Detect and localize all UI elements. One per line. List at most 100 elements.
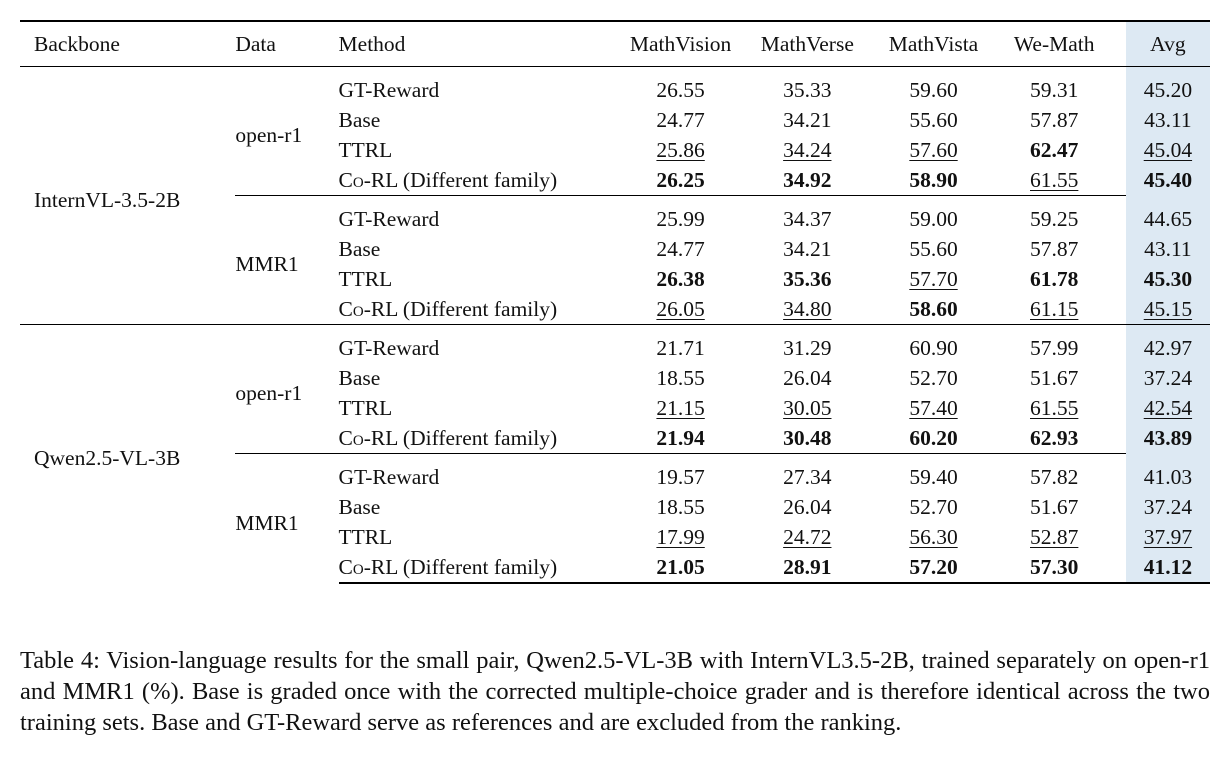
table-row: Base 18.55 26.04 52.70 51.67 37.24: [20, 492, 1210, 522]
mathvision-value: 18.55: [656, 366, 705, 390]
avg-value: 37.24: [1143, 366, 1193, 390]
gap-cell: [1118, 135, 1126, 165]
mathvision-cell: 25.86: [623, 135, 738, 165]
wemath-value: 61.15: [1030, 297, 1079, 321]
gap-cell: [1117, 552, 1126, 584]
mathvision-value: 24.77: [656, 237, 705, 261]
avg-cell: 37.97: [1125, 522, 1210, 552]
mathverse-value: 34.92: [783, 168, 832, 192]
wemath-cell: 57.99: [990, 324, 1118, 363]
table-row: Co-RL (Different family) 26.25 34.92 58.90 6…: [20, 165, 1210, 196]
avg-value: 43.11: [1144, 108, 1192, 132]
wemath-value: 61.55: [1030, 168, 1079, 192]
mathvision-cell: 21.05: [623, 552, 739, 584]
mathvista-value: 52.70: [909, 366, 958, 390]
method-cell: Base: [338, 108, 381, 132]
mathvista-cell: 58.90: [876, 165, 990, 196]
mathverse-cell: 24.72: [738, 522, 876, 552]
avg-cell: 45.20: [1125, 66, 1210, 105]
avg-value: 42.54: [1143, 396, 1193, 420]
mathvision-cell: 26.38: [623, 264, 738, 294]
wemath-cell: 61.55: [991, 165, 1118, 196]
avg-value: 41.03: [1143, 464, 1193, 489]
mathvision-cell: 18.55: [623, 363, 738, 393]
wemath-cell: 52.87: [991, 522, 1118, 552]
backbone-label: Qwen2.5-VL-3B: [20, 324, 236, 583]
gap-cell: [1118, 492, 1126, 522]
mathvision-value: 21.94: [656, 426, 705, 450]
gap-cell: [1118, 363, 1126, 393]
wemath-value: 61.78: [1030, 267, 1079, 291]
method-cell: GT-Reward: [338, 453, 623, 492]
method-cell: GT-Reward: [338, 78, 440, 102]
header-mathvision: MathVision: [623, 20, 739, 67]
wemath-cell: 61.78: [991, 264, 1118, 294]
mathvision-value: 26.05: [656, 297, 705, 321]
avg-cell: 43.11: [1125, 234, 1210, 264]
mathvista-cell: 57.60: [876, 135, 990, 165]
table-body: InternVL-3.5-2B open-r1 GT-Reward 26.55 35.3…: [20, 66, 1210, 584]
mathvision-cell: 24.77: [623, 234, 738, 264]
mathvision-cell: 24.77: [623, 105, 738, 135]
avg-value: 37.97: [1143, 525, 1193, 549]
method-cell: Base: [338, 495, 381, 519]
mathvista-value: 59.60: [909, 78, 958, 102]
mathverse-cell: 31.29: [738, 324, 877, 363]
mathvision-cell: 26.05: [623, 294, 738, 325]
avg-cell: 43.11: [1125, 105, 1210, 135]
mathvista-value: 55.60: [909, 108, 958, 132]
wemath-cell: 51.67: [991, 492, 1118, 522]
mathvision-cell: 21.94: [623, 423, 738, 454]
wemath-value: 61.55: [1030, 396, 1079, 420]
mathvision-value: 21.05: [656, 555, 705, 579]
mathverse-value: 35.36: [783, 267, 832, 291]
avg-value: 41.12: [1143, 555, 1193, 579]
avg-value: 45.40: [1143, 168, 1193, 193]
avg-value: 37.24: [1143, 495, 1193, 519]
mathvista-cell: 55.60: [876, 105, 990, 135]
wemath-value: 57.87: [1030, 108, 1079, 132]
mathvision-cell: 19.57: [623, 453, 739, 492]
mathverse-cell: 26.04: [738, 363, 876, 393]
mathvista-value: 60.20: [909, 426, 958, 450]
backbone-label: InternVL-3.5-2B: [34, 187, 181, 212]
wemath-value: 57.30: [1030, 555, 1079, 579]
mathvista-value: 52.70: [909, 495, 958, 519]
mathverse-value: 30.05: [783, 396, 832, 420]
mathvista-value: 57.40: [909, 396, 958, 420]
mathverse-cell: 30.05: [738, 393, 876, 423]
wemath-cell: 59.25: [990, 195, 1118, 234]
wemath-value: 59.31: [1030, 78, 1079, 102]
mathverse-value: 34.24: [783, 138, 832, 162]
wemath-cell: 51.67: [991, 363, 1118, 393]
table-row: Co-RL (Different family) 21.94 30.48 60.20 6…: [20, 423, 1210, 454]
avg-value: 43.11: [1144, 237, 1192, 261]
avg-cell: 45.04: [1125, 135, 1210, 165]
wemath-value: 51.67: [1030, 366, 1079, 390]
avg-cell: 43.89: [1125, 423, 1210, 454]
avg-cell: 42.54: [1125, 393, 1210, 423]
mathvista-cell: 52.70: [876, 363, 990, 393]
mathvista-value: 57.20: [909, 555, 958, 579]
method-cell: Co-RL (Different family): [338, 552, 623, 584]
mathvista-cell: 57.40: [876, 393, 990, 423]
mathvista-cell: 57.20: [876, 552, 991, 584]
header-mathvista: MathVista: [876, 20, 991, 67]
mathvision-cell: 21.71: [623, 324, 739, 363]
results-table: Backbone Data Method MathVision MathVers…: [20, 20, 1210, 584]
wemath-cell: 57.87: [991, 234, 1118, 264]
avg-cell: 41.03: [1125, 453, 1210, 492]
mathvista-cell: 60.90: [876, 324, 991, 363]
wemath-value: 57.99: [1030, 336, 1079, 360]
table-row: Base 24.77 34.21 55.60 57.87 43.11: [20, 105, 1210, 135]
gap-cell: [1118, 67, 1126, 106]
mathvision-value: 26.38: [656, 267, 705, 291]
avg-value: 42.97: [1143, 336, 1193, 360]
mathvista-cell: 59.40: [876, 453, 991, 492]
data-label: open-r1: [235, 324, 339, 454]
wemath-value: 59.25: [1030, 207, 1079, 231]
mathverse-cell: 35.36: [738, 264, 876, 294]
wemath-cell: 62.47: [991, 135, 1118, 165]
avg-value: 44.65: [1143, 206, 1193, 231]
gap-cell: [1117, 453, 1126, 492]
